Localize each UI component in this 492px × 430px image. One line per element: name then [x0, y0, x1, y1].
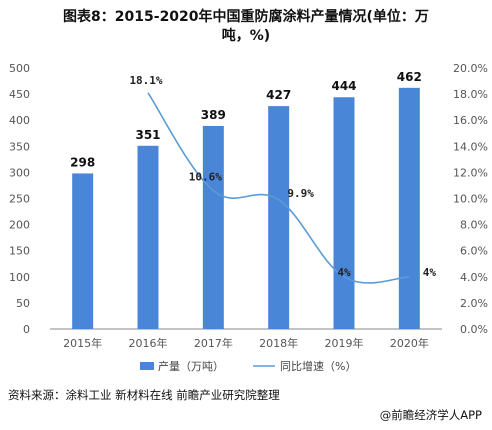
- chart-title: 图表8：2015-2020年中国重防腐涂料产量情况(单位：万 吨，%): [0, 8, 492, 46]
- chart-canvas: 0 50 100 150 200 250 300 350 400 450 500 0.0% 2.0% 4.…: [9, 62, 488, 373]
- right-axis-tick-label: 8.0%: [460, 219, 488, 232]
- bar-value-label: 462: [397, 70, 422, 84]
- line-value-label: 9.9%: [287, 187, 314, 200]
- right-axis-tick-label: 14.0%: [453, 140, 488, 153]
- bar-value-label: 351: [135, 128, 160, 142]
- line-value-label: 4%: [423, 266, 437, 279]
- right-axis-tick-label: 4.0%: [460, 271, 488, 284]
- x-axis-tick-label: 2017年: [194, 336, 233, 350]
- bar-value-label: 444: [331, 79, 356, 93]
- line-value-label: 10.6%: [189, 171, 222, 184]
- bar: [137, 145, 159, 329]
- right-axis-tick-label: 16.0%: [453, 114, 488, 127]
- left-axis-tick-label: 500: [9, 62, 30, 75]
- left-axis-tick-label: 300: [9, 166, 30, 179]
- chart-title-line2: 吨，%): [221, 28, 271, 44]
- chart-title-line1: 图表8：2015-2020年中国重防腐涂料产量情况(单位：万: [63, 9, 429, 25]
- left-axis-tick-label: 0: [23, 323, 30, 336]
- left-axis-tick-label: 450: [9, 88, 30, 101]
- x-axis-tick-label: 2020年: [390, 336, 429, 350]
- left-axis-tick-label: 200: [9, 219, 30, 232]
- footer-credit: @前瞻经济学人APP: [379, 408, 482, 422]
- right-axis-tick-label: 2.0%: [460, 297, 488, 310]
- bar: [268, 106, 290, 329]
- right-axis-tick-label: 20.0%: [453, 62, 488, 75]
- bar-value-label: 389: [201, 108, 226, 122]
- x-axis-tick-label: 2016年: [129, 336, 168, 350]
- right-axis-tick-label: 10.0%: [453, 193, 488, 206]
- legend-label-line: 同比增速（%）: [280, 359, 356, 373]
- right-axis-tick-label: 12.0%: [453, 166, 488, 179]
- left-axis-tick-label: 350: [9, 140, 30, 153]
- legend-label-bars: 产量（万吨）: [158, 359, 224, 373]
- line-value-label: 18.1%: [129, 74, 162, 87]
- left-axis-tick-label: 150: [9, 245, 30, 258]
- bar: [202, 125, 224, 329]
- x-axis-tick-label: 2019年: [325, 336, 364, 350]
- legend-swatch-bars: [140, 362, 154, 370]
- left-axis-tick-label: 50: [16, 297, 30, 310]
- bar: [398, 87, 420, 329]
- left-axis-tick-label: 100: [9, 271, 30, 284]
- bar: [333, 97, 355, 330]
- growth-line: [147, 92, 410, 284]
- bar: [72, 173, 94, 329]
- line-value-label: 4%: [337, 266, 351, 279]
- bar-value-label: 427: [266, 88, 291, 102]
- left-axis-tick-label: 250: [9, 193, 30, 206]
- x-axis-tick-label: 2015年: [63, 336, 102, 350]
- right-axis-tick-label: 0.0%: [460, 323, 488, 336]
- left-axis-tick-label: 400: [9, 114, 30, 127]
- x-axis-tick-label: 2018年: [259, 336, 298, 350]
- right-axis-tick-label: 6.0%: [460, 245, 488, 258]
- bar-value-label: 298: [70, 155, 95, 169]
- right-axis-tick-label: 18.0%: [453, 88, 488, 101]
- source-note: 资料来源：涂料工业 新材料在线 前瞻产业研究院整理: [8, 388, 280, 402]
